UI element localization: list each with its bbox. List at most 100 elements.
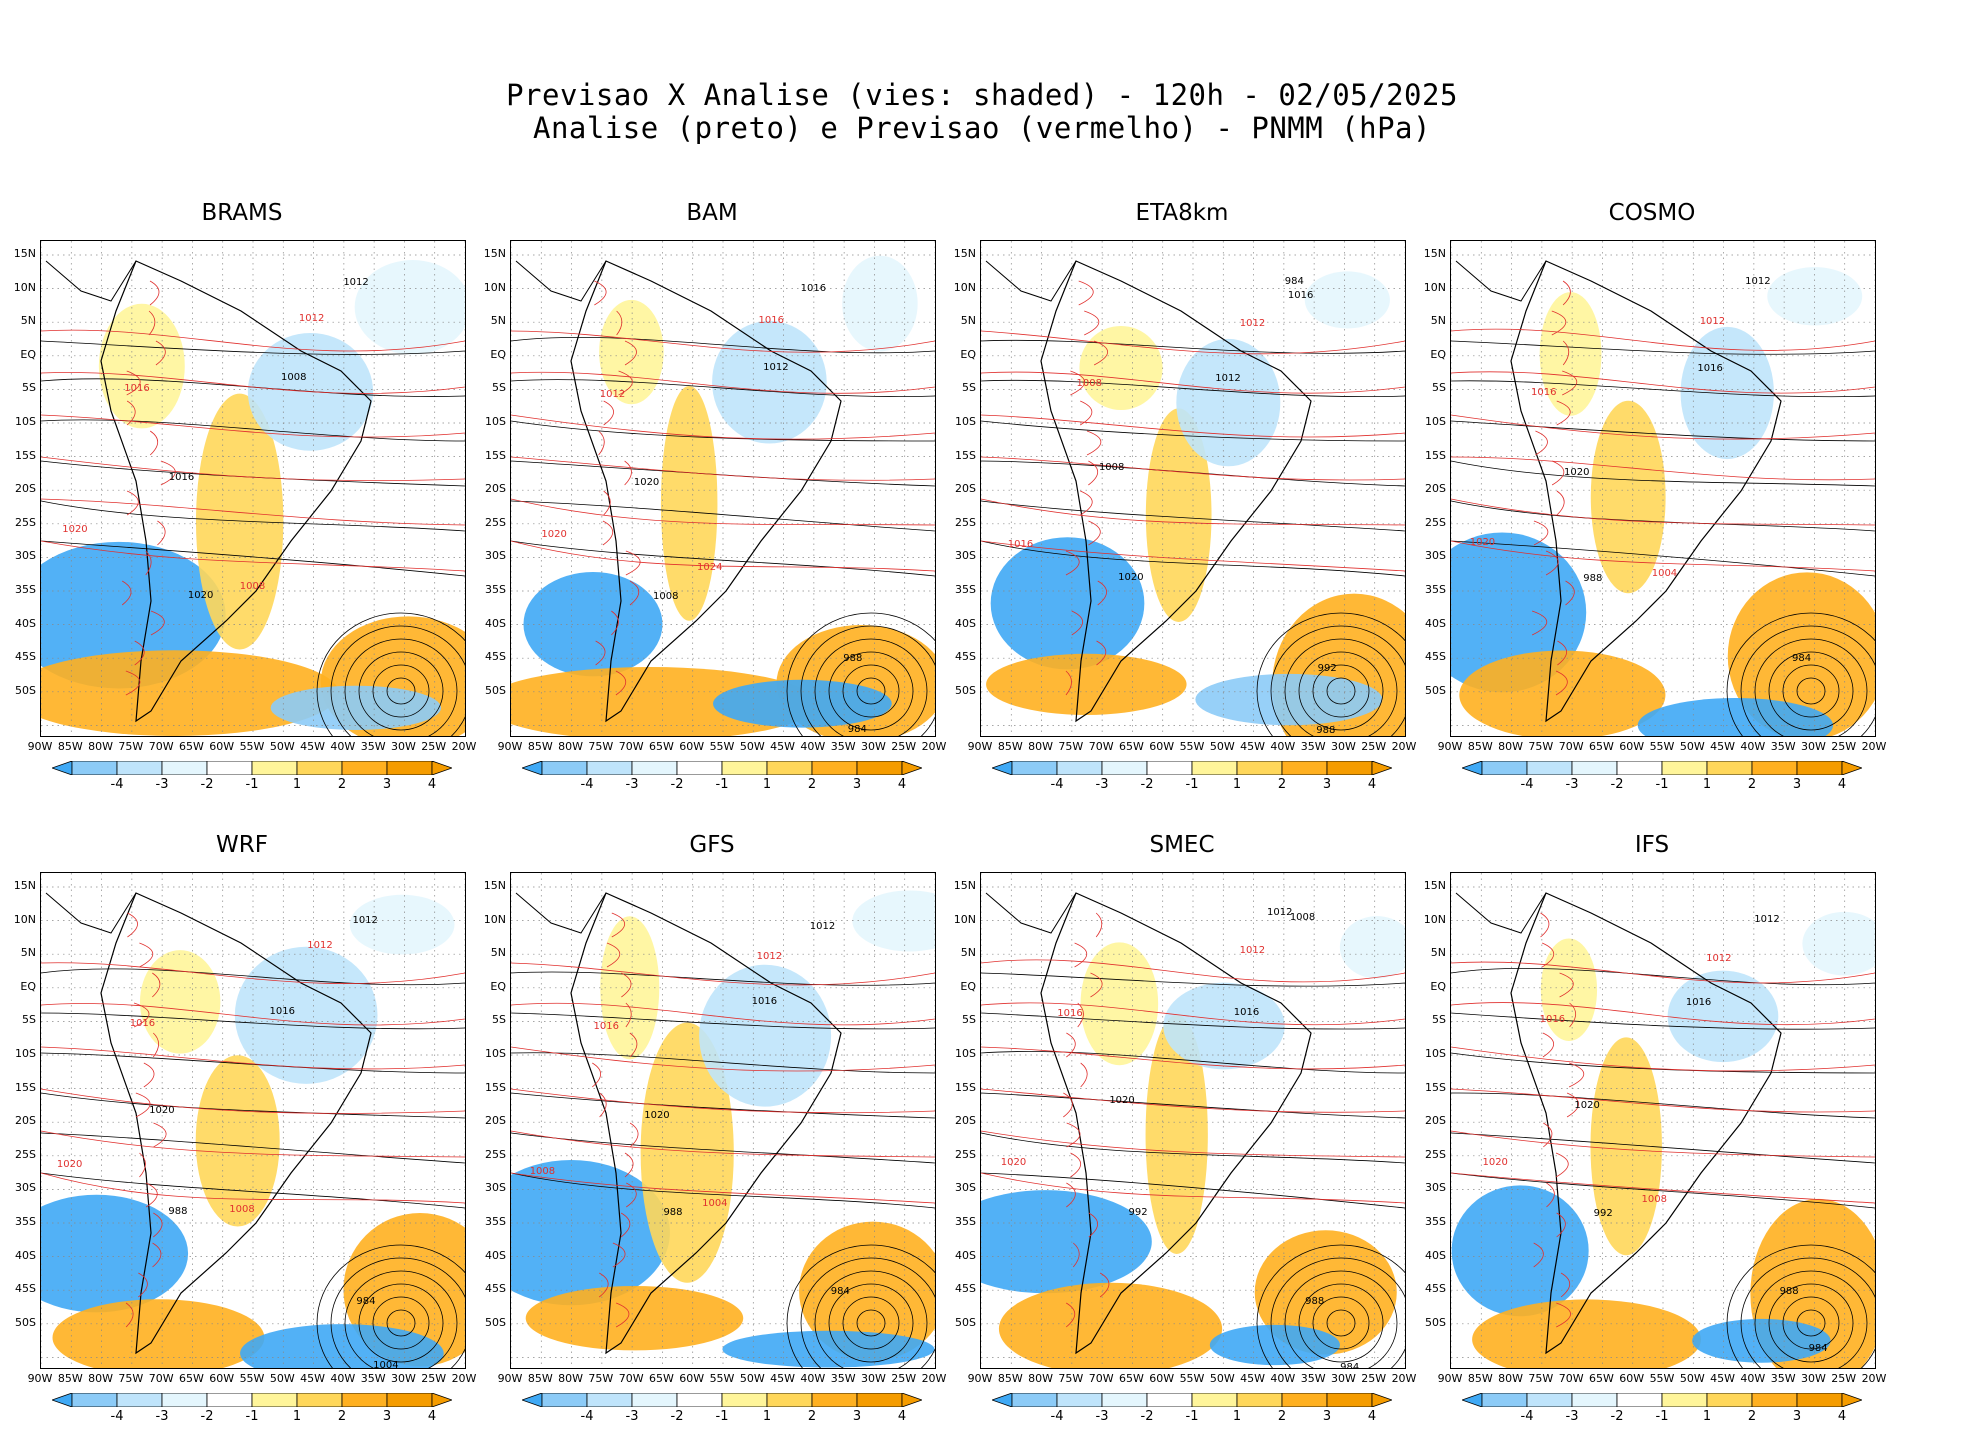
analysis-isobar — [41, 1092, 465, 1119]
analysis-isobar-label: 988 — [843, 653, 863, 665]
colorbar-arrow-left — [52, 761, 73, 775]
bias-patch — [1145, 1014, 1208, 1254]
continent-outline — [1510, 260, 1782, 723]
longitude-tick-label: 85W — [997, 740, 1023, 753]
model-panel: SMEC 1012 1016 1020 992 988 984 1008 1012 1016 102… — [940, 812, 1424, 1447]
latitude-tick-label: 45S — [955, 1282, 976, 1296]
colorbar-label: 2 — [1747, 777, 1757, 792]
latitude-tick-label: 25S — [1425, 515, 1446, 529]
analysis-isobar-label: 1016 — [751, 996, 778, 1008]
latitude-tick-label: 10S — [485, 1047, 506, 1060]
latitude-tick-label: 5N — [490, 946, 506, 960]
colorbar-segment — [1146, 1393, 1193, 1407]
low-pressure-isobar — [330, 625, 465, 736]
latitude-tick-label: 40S — [955, 1248, 976, 1262]
central-america-outline — [515, 892, 607, 934]
longitude-tick-label: 50W — [1209, 1372, 1235, 1385]
andes-forecast-isobar — [1555, 670, 1568, 696]
colorbar-segment — [1236, 1393, 1283, 1407]
andes-forecast-isobar — [1542, 1032, 1555, 1058]
longitude-tick-label: 75W — [1528, 1372, 1554, 1385]
forecast-isobar — [511, 1046, 935, 1072]
latitude-tick-label: 10N — [483, 280, 506, 294]
colorbar-label: -2 — [1140, 1409, 1154, 1424]
latitude-tick-label: 15N — [483, 879, 506, 892]
colorbar-segment — [811, 1393, 858, 1407]
colorbar-label: 3 — [1792, 1409, 1802, 1424]
andes-forecast-isobar — [602, 520, 614, 546]
colorbar-label: 3 — [852, 1409, 862, 1424]
colorbar-segment — [1326, 761, 1373, 775]
bias-patch — [1802, 911, 1875, 976]
longitude-tick-label: 50W — [269, 1372, 295, 1385]
bias-patch — [599, 299, 664, 405]
forecast-isobar — [1451, 1172, 1875, 1204]
longitude-tick-label: 20W — [921, 740, 947, 753]
latitude-tick-label: 50S — [955, 683, 976, 697]
bias-patch — [699, 964, 832, 1107]
andes-forecast-isobar — [1065, 670, 1072, 696]
analysis-isobar — [41, 500, 465, 532]
latitude-tick-label: 15S — [1425, 448, 1446, 462]
map-canvas — [41, 873, 465, 1368]
forecast-map: 1012 1008 1016 1020 1012 1016 1020 1008 — [40, 240, 466, 737]
analysis-isobar-label: 992 — [1128, 1207, 1148, 1219]
low-pressure-isobar — [786, 612, 935, 736]
longitude-tick-label: 85W — [1467, 740, 1493, 753]
colorbar-segment — [386, 1393, 433, 1407]
central-america-outline — [985, 892, 1077, 934]
andes-forecast-isobar — [1090, 972, 1103, 998]
bias-patch — [1472, 1299, 1701, 1368]
forecast-isobar — [981, 414, 1405, 438]
longitude-tick-label: 30W — [1800, 1372, 1826, 1385]
central-america-outline — [45, 260, 137, 302]
analysis-isobar — [511, 971, 935, 986]
bias-patch — [52, 1299, 265, 1368]
bias-patch — [986, 653, 1187, 715]
bias-patch — [1451, 1185, 1589, 1317]
andes-forecast-isobar — [1077, 1002, 1084, 1028]
andes-forecast-isobar — [1066, 1182, 1076, 1208]
latitude-tick-label: 35S — [955, 1215, 976, 1228]
colorbar-arrow-right — [1841, 761, 1862, 775]
andes-forecast-isobar — [1072, 1242, 1080, 1268]
forecast-isobar-label: 1012 — [298, 312, 325, 324]
bias-patch — [1540, 938, 1598, 1042]
longitude-tick-label: 20W — [451, 740, 477, 753]
forecast-isobar-label: 1012 — [1699, 316, 1726, 328]
latitude-tick-label: 5S — [1432, 381, 1446, 395]
longitude-tick-label: 85W — [57, 1372, 83, 1385]
andes-forecast-isobar — [1551, 310, 1567, 336]
bias-patch — [1680, 326, 1774, 460]
longitude-tick-label: 25W — [421, 740, 447, 753]
forecast-isobar — [41, 498, 465, 526]
analysis-isobar-label: 988 — [1583, 572, 1603, 584]
analysis-isobar — [1451, 967, 1875, 986]
longitude-tick-label: 55W — [1649, 1372, 1675, 1385]
longitude-tick-label: 25W — [1361, 740, 1387, 753]
panel-title: BRAMS — [201, 200, 283, 226]
latitude-tick-label: 15N — [483, 247, 506, 260]
low-pressure-isobar — [358, 1283, 444, 1363]
longitude-tick-label: 60W — [209, 1372, 235, 1385]
longitude-tick-label: 55W — [1179, 1372, 1205, 1385]
forecast-isobar — [981, 1046, 1405, 1070]
colorbar-segment — [251, 761, 298, 775]
andes-forecast-isobar — [1557, 640, 1568, 666]
latitude-tick-label: 5N — [1430, 946, 1446, 960]
latitude-tick-label: 50S — [15, 683, 36, 697]
longitude-tick-label: 35W — [1300, 1372, 1326, 1385]
andes-forecast-isobar — [135, 1092, 151, 1118]
latitude-tick-label: 10S — [955, 1047, 976, 1060]
analysis-isobar — [41, 419, 465, 442]
colorbar-label: -3 — [1095, 1409, 1109, 1424]
analysis-isobar — [41, 340, 465, 355]
analysis-isobar-label: 1016 — [1697, 363, 1723, 375]
longitude-tick-label: 35W — [360, 1372, 386, 1385]
colorbar-label: -1 — [245, 777, 259, 792]
andes-forecast-isobar — [1560, 1272, 1571, 1298]
longitude-tick-label: 30W — [390, 1372, 416, 1385]
longitude-tick-label: 70W — [1558, 740, 1584, 753]
longitude-tick-label: 85W — [527, 1372, 553, 1385]
low-pressure-isobar — [1284, 638, 1398, 736]
